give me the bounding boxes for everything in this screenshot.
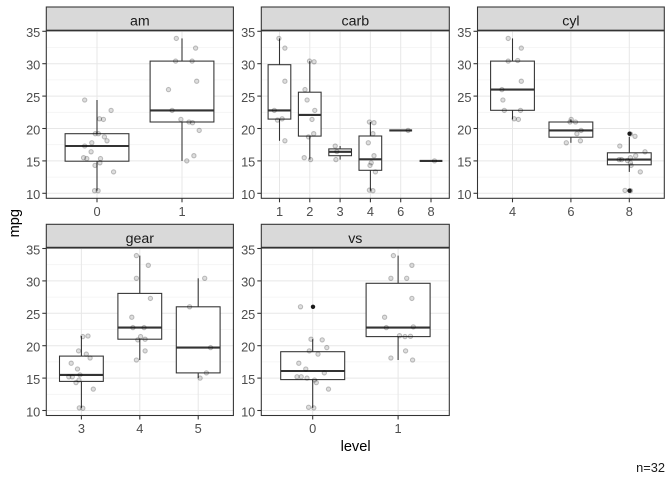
- svg-text:1: 1: [178, 204, 185, 219]
- svg-text:35: 35: [241, 25, 255, 40]
- svg-text:25: 25: [26, 307, 40, 322]
- svg-text:0: 0: [309, 421, 316, 436]
- svg-text:25: 25: [241, 307, 255, 322]
- svg-text:30: 30: [26, 58, 40, 73]
- svg-text:25: 25: [241, 90, 255, 105]
- svg-text:10: 10: [241, 187, 255, 202]
- svg-text:15: 15: [26, 372, 40, 387]
- svg-text:vs: vs: [348, 231, 362, 247]
- svg-text:10: 10: [26, 404, 40, 419]
- svg-text:35: 35: [26, 242, 40, 257]
- svg-text:15: 15: [241, 372, 255, 387]
- svg-text:gear: gear: [126, 231, 155, 247]
- svg-text:30: 30: [457, 58, 471, 73]
- svg-text:carb: carb: [341, 14, 369, 30]
- svg-text:15: 15: [26, 155, 40, 170]
- svg-text:25: 25: [26, 90, 40, 105]
- svg-text:6: 6: [397, 204, 404, 219]
- svg-text:3: 3: [78, 421, 85, 436]
- svg-text:2: 2: [306, 204, 313, 219]
- svg-text:35: 35: [26, 25, 40, 40]
- svg-text:4: 4: [367, 204, 374, 219]
- svg-text:6: 6: [567, 204, 574, 219]
- svg-text:35: 35: [241, 242, 255, 257]
- svg-text:20: 20: [26, 122, 40, 137]
- svg-text:25: 25: [457, 90, 471, 105]
- svg-text:15: 15: [241, 155, 255, 170]
- svg-text:20: 20: [241, 340, 255, 355]
- svg-text:4: 4: [136, 421, 143, 436]
- svg-text:3: 3: [337, 204, 344, 219]
- svg-text:10: 10: [241, 404, 255, 419]
- svg-text:cyl: cyl: [562, 14, 579, 30]
- svg-text:20: 20: [241, 122, 255, 137]
- svg-text:10: 10: [26, 187, 40, 202]
- svg-text:20: 20: [457, 122, 471, 137]
- svg-text:15: 15: [457, 155, 471, 170]
- svg-text:am: am: [130, 14, 150, 30]
- svg-text:30: 30: [241, 275, 255, 290]
- svg-text:5: 5: [195, 421, 202, 436]
- svg-text:10: 10: [457, 187, 471, 202]
- svg-text:20: 20: [26, 340, 40, 355]
- svg-text:level: level: [341, 439, 371, 455]
- svg-text:1: 1: [395, 421, 402, 436]
- svg-text:mpg: mpg: [7, 209, 23, 237]
- svg-text:30: 30: [26, 275, 40, 290]
- svg-text:0: 0: [93, 204, 100, 219]
- svg-text:n=32: n=32: [636, 460, 665, 475]
- svg-text:4: 4: [509, 204, 516, 219]
- svg-text:8: 8: [427, 204, 434, 219]
- svg-text:1: 1: [276, 204, 283, 219]
- svg-text:35: 35: [457, 25, 471, 40]
- svg-text:8: 8: [626, 204, 633, 219]
- svg-text:30: 30: [241, 58, 255, 73]
